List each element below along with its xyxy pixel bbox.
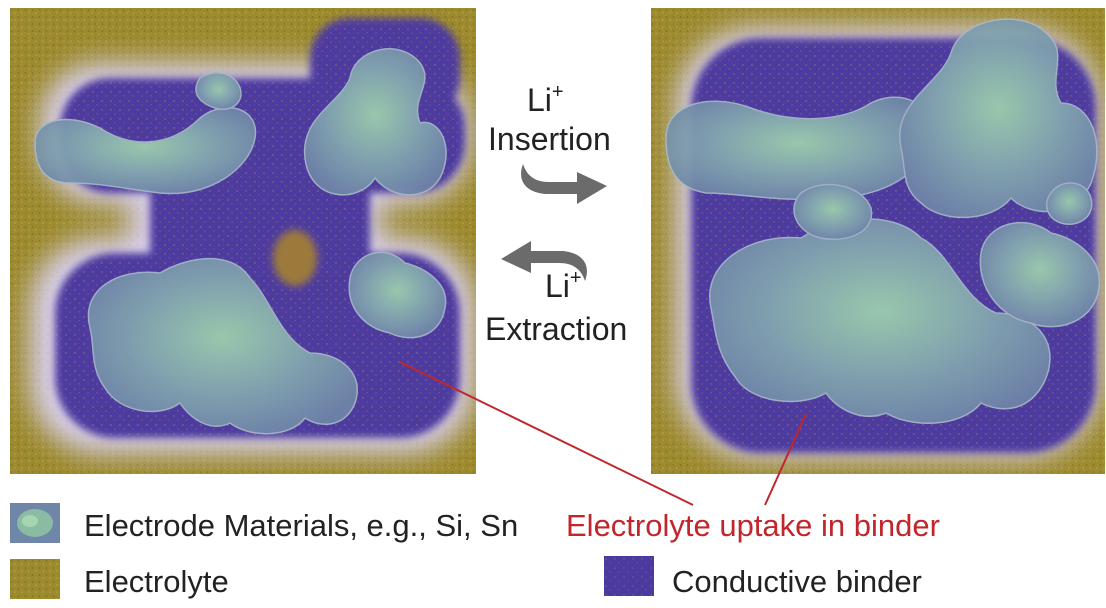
electrode-particles [665, 18, 1101, 424]
legend-electrolyte: Electrolyte [84, 564, 229, 599]
extraction-ion-label: Li+ [545, 267, 582, 304]
extraction-arrow-icon [501, 241, 587, 281]
legend-binder: Conductive binder [672, 564, 922, 599]
insertion-label: Insertion [488, 121, 611, 157]
legend-electrode: Electrode Materials, e.g., Si, Sn [84, 508, 519, 543]
electrode-swatch-icon [10, 503, 60, 543]
electrode-particles [34, 48, 447, 435]
electrode-after-panel [651, 8, 1105, 474]
extraction-label: Extraction [485, 311, 628, 347]
binder-swatch-icon [604, 556, 654, 596]
legend-uptake: Electrolyte uptake in binder [566, 508, 940, 543]
electrode-before-panel [10, 8, 476, 474]
electrolyte-swatch-icon [10, 559, 60, 599]
insertion-arrow-icon [521, 164, 607, 204]
insertion-ion-label: Li+ [527, 81, 564, 118]
